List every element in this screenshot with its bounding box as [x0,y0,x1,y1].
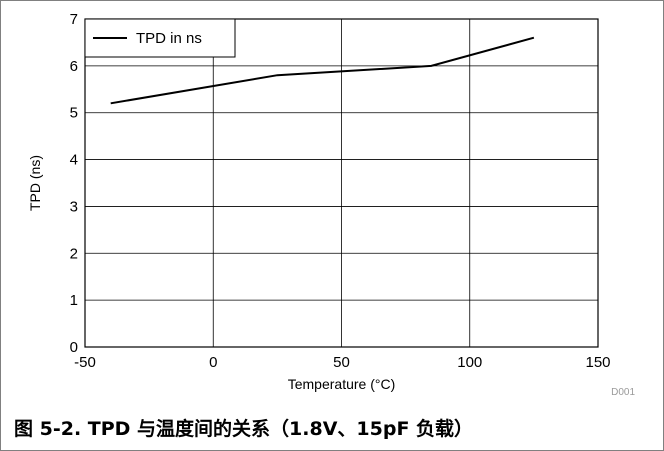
figure-code: D001 [611,387,635,398]
x-tick-label: 50 [333,354,350,371]
grid [85,19,598,347]
y-tick-label: 3 [70,198,78,215]
x-tick-label: -50 [74,354,96,371]
y-tick-label: 4 [70,152,78,169]
plot-area [84,18,599,348]
x-axis-label: Temperature (°C) [288,376,396,392]
series-line-tpd [110,36,535,105]
legend-label: TPD in ns [136,30,202,47]
legend: TPD in ns [84,18,236,58]
y-tick-label: 7 [70,11,78,28]
y-tick-label: 6 [70,58,78,75]
y-tick-label: 0 [70,339,78,356]
y-tick-label: 2 [70,245,78,262]
figure-caption: 图 5-2. TPD 与温度间的关系（1.8V、15pF 负载） [14,418,474,440]
x-tick-label: 0 [209,354,217,371]
x-tick-label: 100 [457,354,482,371]
y-tick-label: 5 [70,105,78,122]
x-tick-label: 150 [585,354,610,371]
y-tick-label: 1 [70,292,78,309]
y-axis-label: TPD (ns) [27,155,43,211]
